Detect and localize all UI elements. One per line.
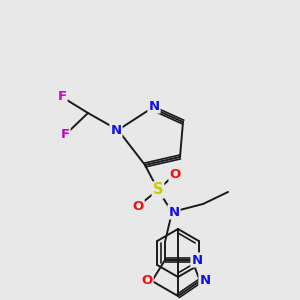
- Text: N: N: [168, 206, 180, 218]
- Text: O: O: [132, 200, 144, 212]
- Text: N: N: [191, 254, 203, 266]
- Text: O: O: [169, 167, 181, 181]
- Text: N: N: [148, 100, 160, 112]
- Text: F: F: [57, 91, 67, 103]
- Text: F: F: [60, 128, 70, 142]
- Text: O: O: [141, 274, 153, 287]
- Text: N: N: [110, 124, 122, 136]
- Text: S: S: [153, 182, 163, 197]
- Text: N: N: [200, 274, 211, 287]
